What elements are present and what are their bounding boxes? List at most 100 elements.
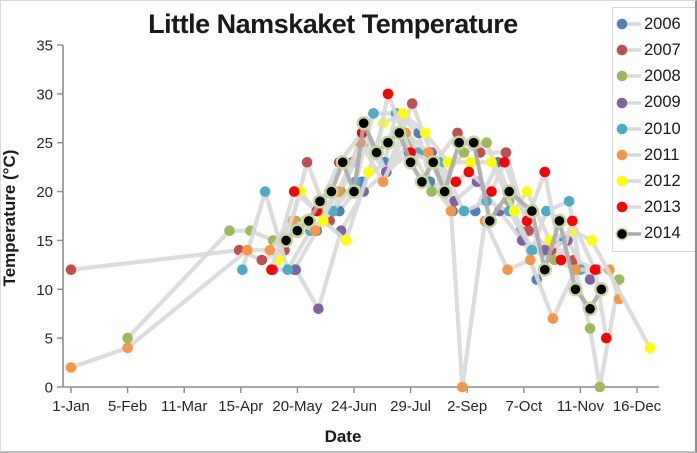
data-point-2014[interactable] xyxy=(426,155,441,170)
x-tick-label: 24-Jun xyxy=(331,398,377,415)
data-point-2011[interactable] xyxy=(242,244,253,256)
legend-item-2011[interactable]: 2011 xyxy=(615,142,695,168)
data-point-2008[interactable] xyxy=(426,186,437,197)
data-point-2013[interactable] xyxy=(266,264,277,276)
data-point-2013[interactable] xyxy=(382,88,394,100)
x-tick-label: 5-Feb xyxy=(108,398,147,415)
legend-item-2007[interactable]: 2007 xyxy=(615,37,695,63)
legend-label-2007: 2007 xyxy=(644,41,681,60)
legend-item-2008[interactable]: 2008 xyxy=(615,63,695,89)
data-point-2011[interactable] xyxy=(122,342,133,354)
data-point-2014[interactable] xyxy=(290,223,305,238)
data-point-2014[interactable] xyxy=(403,155,418,170)
data-point-2013[interactable] xyxy=(567,215,578,227)
data-point-2014[interactable] xyxy=(552,213,567,229)
data-point-2007[interactable] xyxy=(452,127,463,139)
legend-item-2009[interactable]: 2009 xyxy=(615,90,695,116)
legend-item-2006[interactable]: 2006 xyxy=(615,11,695,37)
data-point-2010[interactable] xyxy=(541,205,552,217)
data-point-2014[interactable] xyxy=(466,135,481,150)
data-point-2013[interactable] xyxy=(555,254,567,266)
data-point-2010[interactable] xyxy=(563,196,575,207)
data-point-2012[interactable] xyxy=(586,235,597,246)
data-point-2007[interactable] xyxy=(65,264,77,276)
data-point-2011[interactable] xyxy=(547,313,559,324)
data-point-2014[interactable] xyxy=(278,233,294,248)
data-point-2013[interactable] xyxy=(589,264,601,276)
data-point-2010[interactable] xyxy=(237,264,248,276)
legend-item-2012[interactable]: 2012 xyxy=(615,168,695,194)
data-point-2010[interactable] xyxy=(282,264,294,276)
data-point-2011[interactable] xyxy=(423,147,434,158)
data-point-2012[interactable] xyxy=(397,108,408,119)
legend-item-2014[interactable]: 2014 xyxy=(615,221,695,247)
data-point-2007[interactable] xyxy=(256,254,268,266)
data-point-2011[interactable] xyxy=(264,244,276,256)
data-point-2012[interactable] xyxy=(465,157,476,168)
data-point-2014[interactable] xyxy=(324,184,339,199)
legend-item-2010[interactable]: 2010 xyxy=(615,116,695,142)
data-point-2011[interactable] xyxy=(309,225,321,236)
data-point-2014[interactable] xyxy=(369,145,384,160)
data-point-2014[interactable] xyxy=(451,135,467,150)
data-point-2013[interactable] xyxy=(288,186,300,197)
data-point-2012[interactable] xyxy=(508,205,520,217)
data-point-2008[interactable] xyxy=(122,332,133,344)
data-point-2010[interactable] xyxy=(368,108,379,119)
data-point-2012[interactable] xyxy=(340,235,352,246)
data-point-2010[interactable] xyxy=(458,205,470,217)
data-point-2014[interactable] xyxy=(414,174,430,190)
data-point-2011[interactable] xyxy=(65,362,77,373)
data-point-2013[interactable] xyxy=(521,215,533,227)
legend-item-2013[interactable]: 2013 xyxy=(615,194,695,220)
data-point-2013[interactable] xyxy=(450,176,462,188)
data-point-2010[interactable] xyxy=(259,186,271,197)
data-point-2014[interactable] xyxy=(312,194,328,209)
data-point-2008[interactable] xyxy=(594,381,606,393)
data-point-2014[interactable] xyxy=(568,282,583,297)
data-point-2012[interactable] xyxy=(521,186,533,197)
data-point-2014[interactable] xyxy=(437,184,452,199)
data-point-2008[interactable] xyxy=(481,137,492,148)
data-point-2013[interactable] xyxy=(601,332,612,344)
data-point-2008[interactable] xyxy=(224,225,235,236)
data-point-2012[interactable] xyxy=(486,157,497,168)
data-point-2013[interactable] xyxy=(539,166,551,178)
data-point-2007[interactable] xyxy=(301,157,313,168)
data-point-2012[interactable] xyxy=(318,215,329,227)
data-point-2014[interactable] xyxy=(335,155,350,170)
data-point-2008[interactable] xyxy=(584,323,596,334)
data-point-2014[interactable] xyxy=(537,262,552,277)
data-point-2009[interactable] xyxy=(313,303,324,315)
data-point-2011[interactable] xyxy=(377,176,389,188)
data-point-2013[interactable] xyxy=(463,166,475,178)
data-point-2014[interactable] xyxy=(582,301,598,316)
chart-title: Little Namskaket Temperature xyxy=(148,9,518,39)
data-point-2007[interactable] xyxy=(406,98,418,109)
data-point-2014[interactable] xyxy=(392,125,407,141)
data-point-2011[interactable] xyxy=(502,264,513,276)
data-point-2012[interactable] xyxy=(644,342,656,354)
data-point-2014[interactable] xyxy=(356,115,371,131)
data-point-2012[interactable] xyxy=(363,166,374,178)
data-point-2011[interactable] xyxy=(457,381,468,393)
data-point-2012[interactable] xyxy=(419,127,431,139)
legend-label-2012: 2012 xyxy=(644,171,681,190)
data-point-2010[interactable] xyxy=(526,244,538,256)
data-point-2007[interactable] xyxy=(500,147,512,158)
data-point-2014[interactable] xyxy=(301,213,316,229)
data-point-2014[interactable] xyxy=(380,135,396,150)
data-point-2014[interactable] xyxy=(524,203,540,219)
data-point-2014[interactable] xyxy=(502,184,517,199)
data-point-2013[interactable] xyxy=(486,186,497,197)
data-point-2009[interactable] xyxy=(290,264,302,276)
data-point-2013[interactable] xyxy=(499,157,510,168)
data-point-2014[interactable] xyxy=(594,282,609,297)
data-point-2014[interactable] xyxy=(346,184,362,199)
data-point-2011[interactable] xyxy=(445,205,457,217)
data-point-2011[interactable] xyxy=(525,254,536,266)
data-point-2009[interactable] xyxy=(584,274,596,285)
data-point-2008[interactable] xyxy=(458,147,470,158)
data-point-2014[interactable] xyxy=(482,213,497,229)
y-tick-label: 0 xyxy=(45,380,53,397)
